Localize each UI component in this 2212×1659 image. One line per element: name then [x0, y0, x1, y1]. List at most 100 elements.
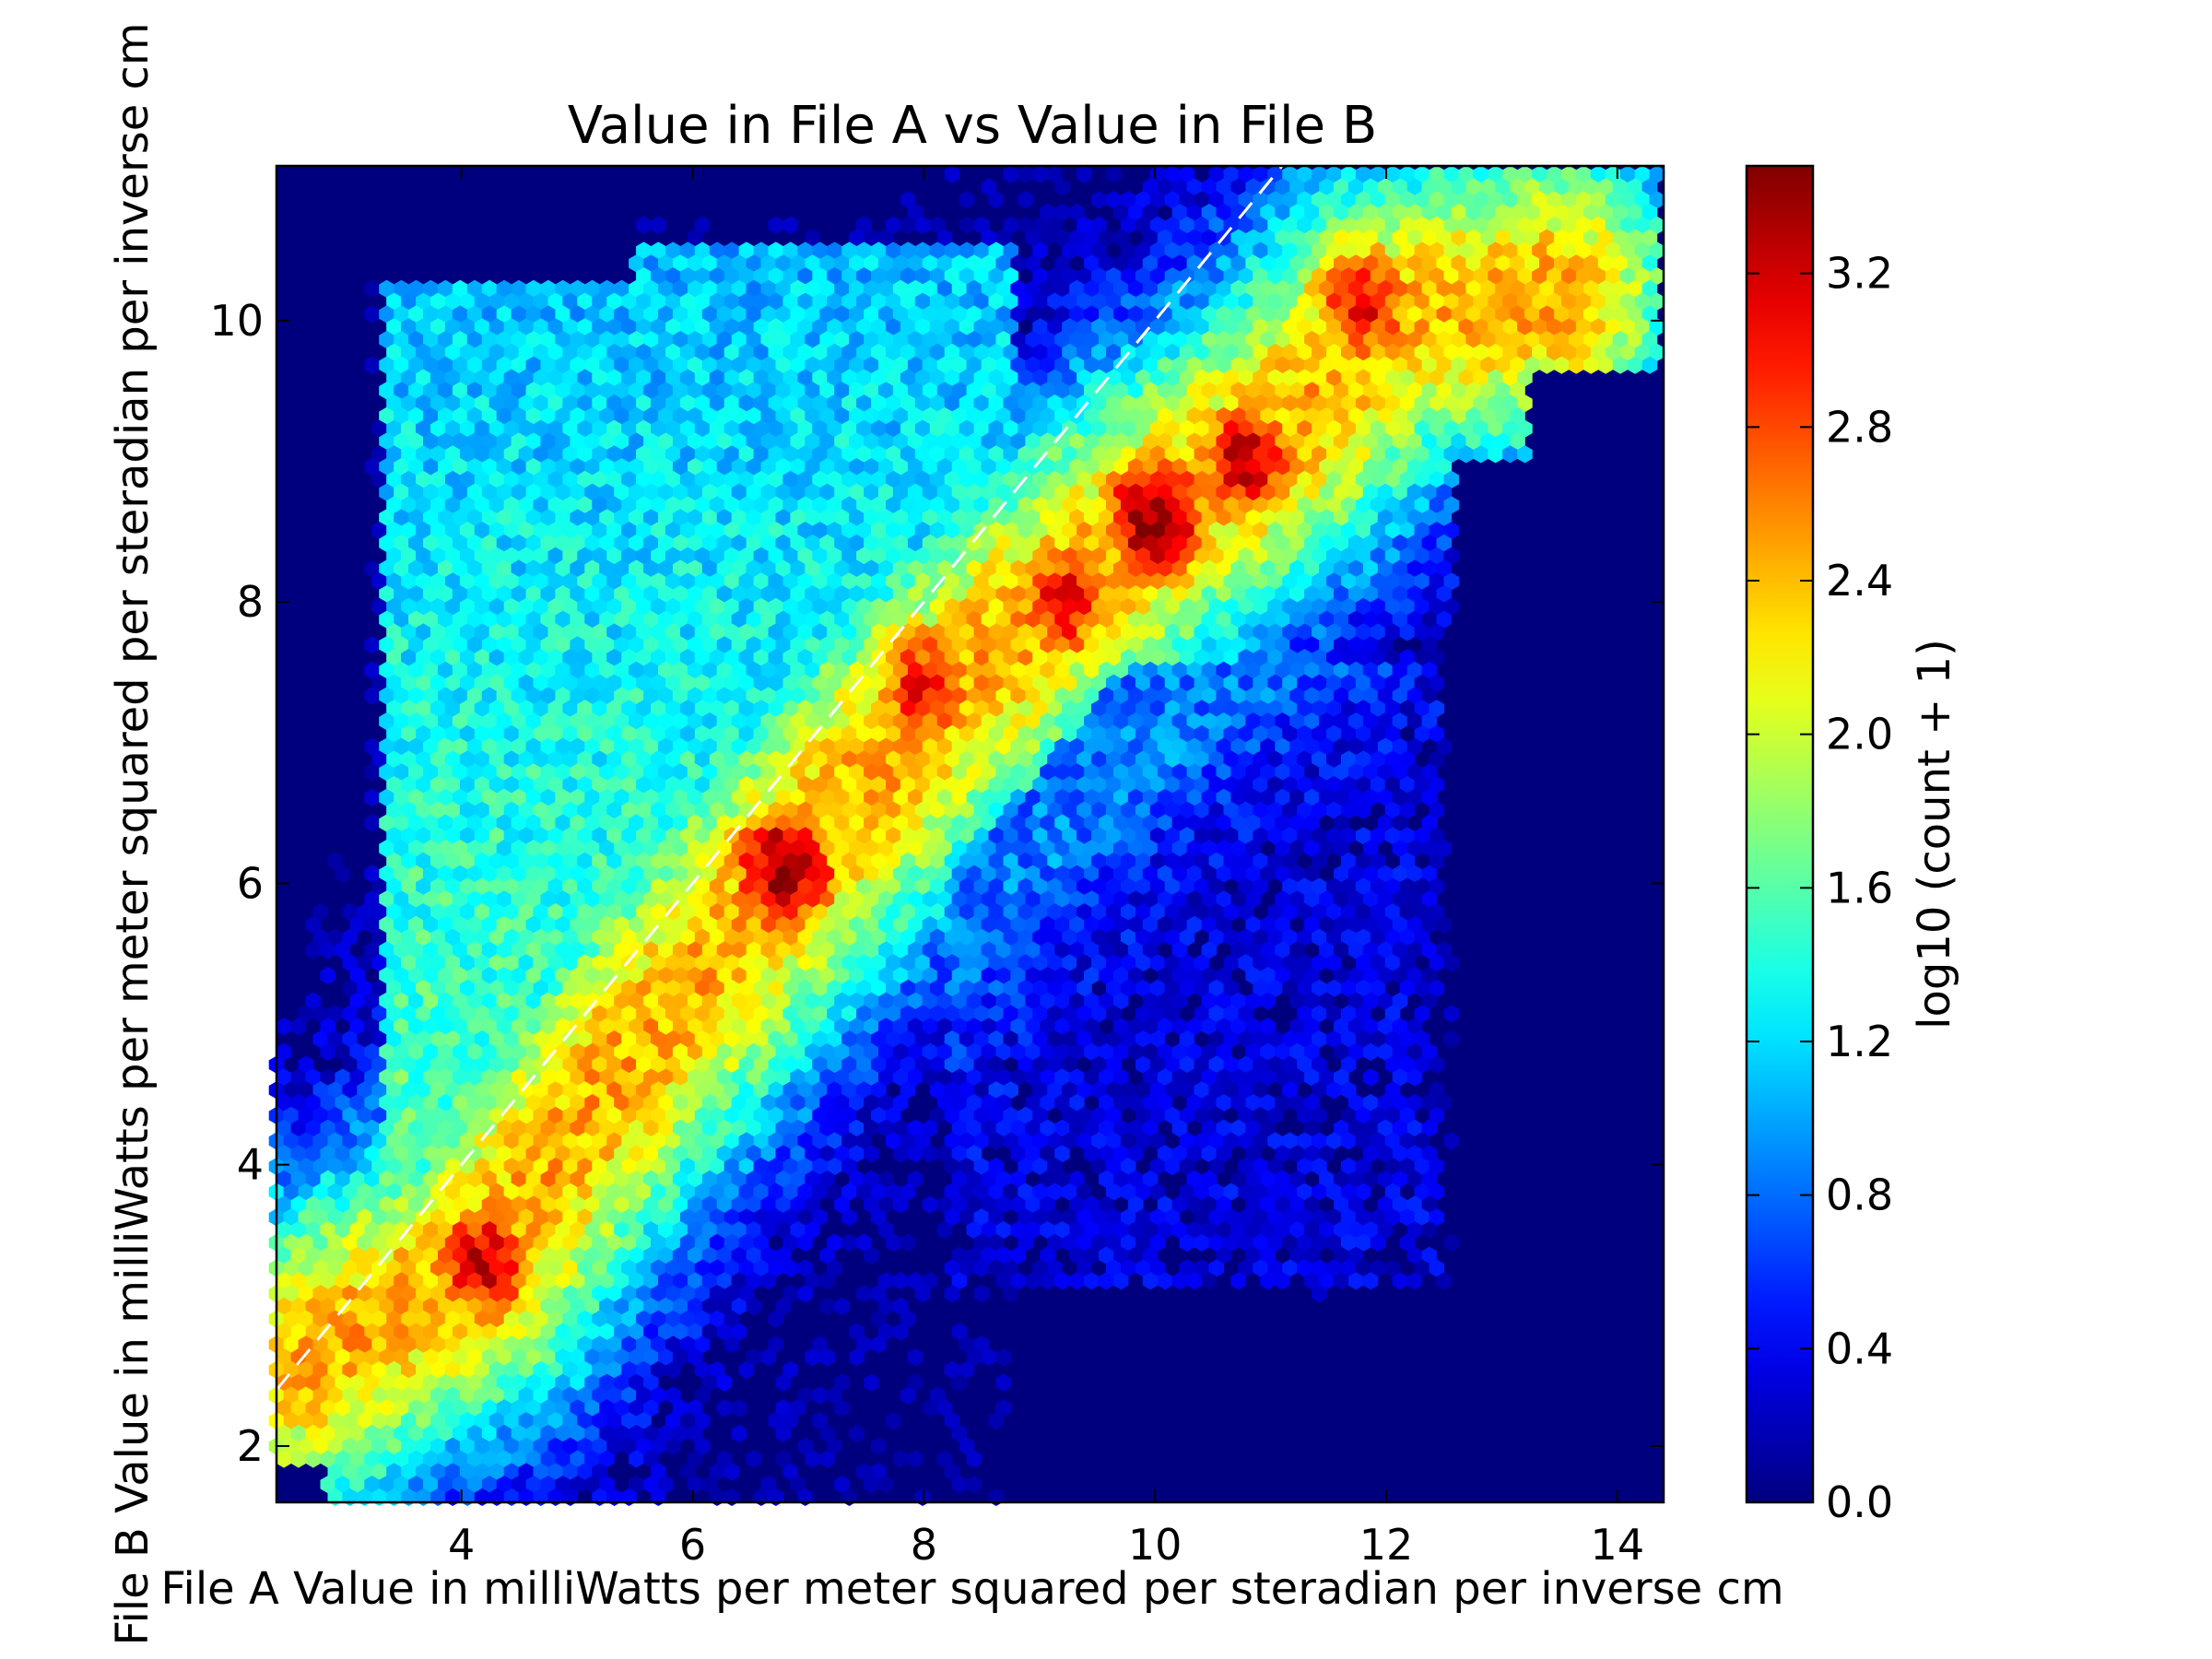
hex-cell — [1077, 318, 1092, 336]
hex-cell — [1370, 343, 1386, 361]
hex-cell — [1370, 318, 1386, 336]
hex-cell — [1179, 445, 1195, 464]
hex-cell — [1341, 241, 1357, 260]
hex-cell — [1392, 254, 1408, 273]
hex-cell — [1253, 445, 1268, 464]
hex-cell — [438, 406, 453, 425]
hex-cell — [1289, 406, 1305, 425]
hex-cell — [1230, 432, 1246, 451]
hex-cell — [416, 343, 431, 361]
hex-cell — [864, 254, 879, 273]
hex-cell — [1208, 191, 1225, 209]
hex-cell — [1414, 292, 1430, 311]
hex-cell — [1334, 229, 1349, 247]
hex-cell — [1517, 394, 1533, 413]
hex-cell — [1583, 204, 1599, 222]
hex-cell — [1370, 191, 1386, 209]
hex-cell — [746, 406, 762, 425]
hex-cell — [496, 279, 512, 298]
hex-cell — [1069, 204, 1085, 222]
hex-cell — [1547, 267, 1562, 286]
hex-cell — [1003, 318, 1018, 336]
hex-cell — [1054, 229, 1070, 247]
hex-cell — [1260, 178, 1276, 196]
hex-cell — [724, 394, 740, 413]
hex-cell — [1289, 254, 1305, 273]
hex-cell — [1362, 204, 1379, 222]
hex-cell — [775, 382, 791, 400]
hex-cell — [1524, 305, 1540, 324]
hex-cell — [481, 382, 498, 400]
hex-cell — [1216, 331, 1232, 349]
hex-cell — [914, 216, 931, 234]
hex-cell — [1627, 229, 1643, 247]
hex-cell — [1451, 432, 1466, 451]
hex-cell — [1282, 318, 1298, 336]
hex-cell — [438, 382, 453, 400]
hex-cell — [1554, 331, 1570, 349]
hex-cell — [525, 406, 542, 425]
hex-cell — [724, 267, 740, 286]
hex-cell — [481, 432, 498, 451]
hex-cell — [1003, 369, 1018, 387]
hex-cell — [782, 318, 798, 336]
hex-cell — [731, 406, 747, 425]
hex-cell — [386, 419, 402, 438]
hex-cell — [1171, 254, 1188, 273]
hex-cell — [944, 318, 960, 336]
hex-cell — [738, 419, 755, 438]
hex-cell — [790, 279, 806, 298]
hex-cell — [841, 369, 857, 387]
hex-cell — [518, 419, 535, 438]
hex-cell — [1077, 241, 1092, 260]
hex-cell — [1326, 369, 1342, 387]
hex-cell — [856, 292, 872, 311]
hex-cell — [1297, 318, 1312, 336]
hex-cell — [1194, 445, 1210, 464]
hex-cell — [1304, 382, 1320, 400]
hex-cell — [525, 382, 542, 400]
hex-cell — [834, 331, 850, 349]
hex-cell — [1326, 165, 1342, 183]
hex-cell — [1326, 191, 1342, 209]
hex-cell — [1502, 216, 1518, 234]
hex-cell — [694, 318, 711, 336]
hex-cell — [577, 343, 593, 361]
hex-cell — [1362, 305, 1379, 324]
hex-cell — [1275, 229, 1290, 247]
hex-cell — [1084, 279, 1100, 298]
hex-cell — [1502, 191, 1518, 209]
hex-cell — [408, 432, 424, 451]
hex-cell — [1370, 419, 1386, 438]
hex-cell — [488, 292, 505, 311]
hex-cell — [687, 331, 703, 349]
hex-cell — [914, 343, 931, 361]
hex-cell — [1319, 305, 1335, 324]
hex-cell — [1069, 305, 1085, 324]
hex-cell — [629, 406, 644, 425]
hex-cell — [988, 445, 1005, 464]
hex-cell — [1362, 254, 1379, 273]
hex-cell — [805, 254, 820, 273]
hex-cell — [1142, 305, 1159, 324]
hex-cell — [878, 305, 894, 324]
hex-cell — [1253, 216, 1268, 234]
hex-cell — [1171, 406, 1188, 425]
hex-cell — [672, 279, 688, 298]
hex-cell — [658, 382, 674, 400]
hex-cell — [981, 406, 997, 425]
hex-cell — [1326, 318, 1342, 336]
hex-cell — [797, 318, 813, 336]
hex-cell — [1326, 445, 1342, 464]
hex-cell — [643, 406, 659, 425]
hex-cell — [1510, 279, 1525, 298]
hex-cell — [1297, 191, 1312, 209]
hex-cell — [995, 305, 1012, 324]
hex-cell — [1267, 216, 1283, 234]
hex-cell — [1260, 432, 1276, 451]
hex-cell — [1341, 343, 1357, 361]
hex-cell — [1040, 305, 1055, 324]
hex-cell — [1245, 204, 1261, 222]
hex-cell — [1062, 419, 1077, 438]
